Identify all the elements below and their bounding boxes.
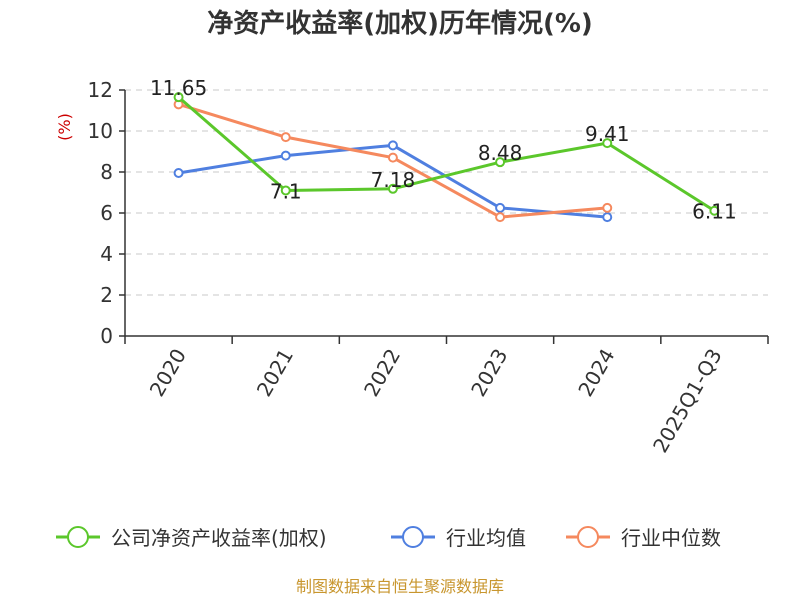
legend-circle-marker xyxy=(67,526,89,548)
data-label: 7.18 xyxy=(371,168,416,192)
data-point xyxy=(387,183,398,194)
data-label: 6.11 xyxy=(692,200,737,224)
y-tick-label: 2 xyxy=(100,283,113,307)
x-tick-label: 2022 xyxy=(359,345,405,401)
data-point xyxy=(602,202,613,213)
data-point xyxy=(602,138,613,149)
chart-title: 净资产收益率(加权)历年情况(%) xyxy=(207,8,593,39)
y-tick-label: 10 xyxy=(88,119,113,143)
x-tick-label: 2023 xyxy=(466,345,512,401)
data-point xyxy=(387,152,398,163)
data-point xyxy=(495,212,506,223)
data-label: 8.48 xyxy=(478,141,523,165)
legend-label: 行业中位数 xyxy=(621,526,721,550)
data-point xyxy=(602,212,613,223)
y-tick-label: 4 xyxy=(100,242,113,266)
data-point xyxy=(280,150,291,161)
x-tick-label: 2020 xyxy=(145,345,191,401)
data-label: 9.41 xyxy=(585,122,630,146)
y-axis-label: (%) xyxy=(55,113,74,141)
legend-circle-marker xyxy=(402,526,424,548)
y-tick-label: 8 xyxy=(100,160,113,184)
data-label: 7.1 xyxy=(270,179,302,203)
data-point xyxy=(280,185,291,196)
series-lines xyxy=(173,92,720,223)
y-tick-label: 0 xyxy=(100,324,113,348)
data-point xyxy=(173,168,184,179)
y-tick-label: 12 xyxy=(88,78,113,102)
legend[interactable]: 公司净资产收益率(加权) 行业均值 行业中位数 xyxy=(56,526,721,550)
data-point xyxy=(495,157,506,168)
series-line xyxy=(177,96,716,213)
legend-item[interactable]: 行业均值 xyxy=(391,526,526,550)
grid-lines xyxy=(125,89,768,296)
legend-label: 公司净资产收益率(加权) xyxy=(111,526,327,550)
data-labels: 11.65 7.1 7.18 8.48 9.41 6.11 xyxy=(150,76,737,224)
source-note: 制图数据来自恒生聚源数据库 xyxy=(296,577,504,596)
x-tick-label: 2021 xyxy=(252,345,298,401)
legend-circle-marker xyxy=(577,526,599,548)
legend-item[interactable]: 行业中位数 xyxy=(566,526,721,550)
data-label: 11.65 xyxy=(150,76,207,100)
x-tick-label: 2025Q1-Q3 xyxy=(648,345,727,457)
axes: 0 2 4 6 8 10 12 2020 2021 2022 2023 2024 2025Q1-Q3 xyxy=(88,78,769,457)
data-point xyxy=(495,202,506,213)
y-tick-label: 6 xyxy=(100,201,113,225)
data-point xyxy=(280,132,291,143)
legend-label: 行业均值 xyxy=(446,526,526,550)
legend-item[interactable]: 公司净资产收益率(加权) xyxy=(56,526,327,550)
data-point xyxy=(387,140,398,151)
data-point xyxy=(709,205,720,216)
data-point xyxy=(173,92,184,103)
x-tick-label: 2024 xyxy=(573,345,619,401)
